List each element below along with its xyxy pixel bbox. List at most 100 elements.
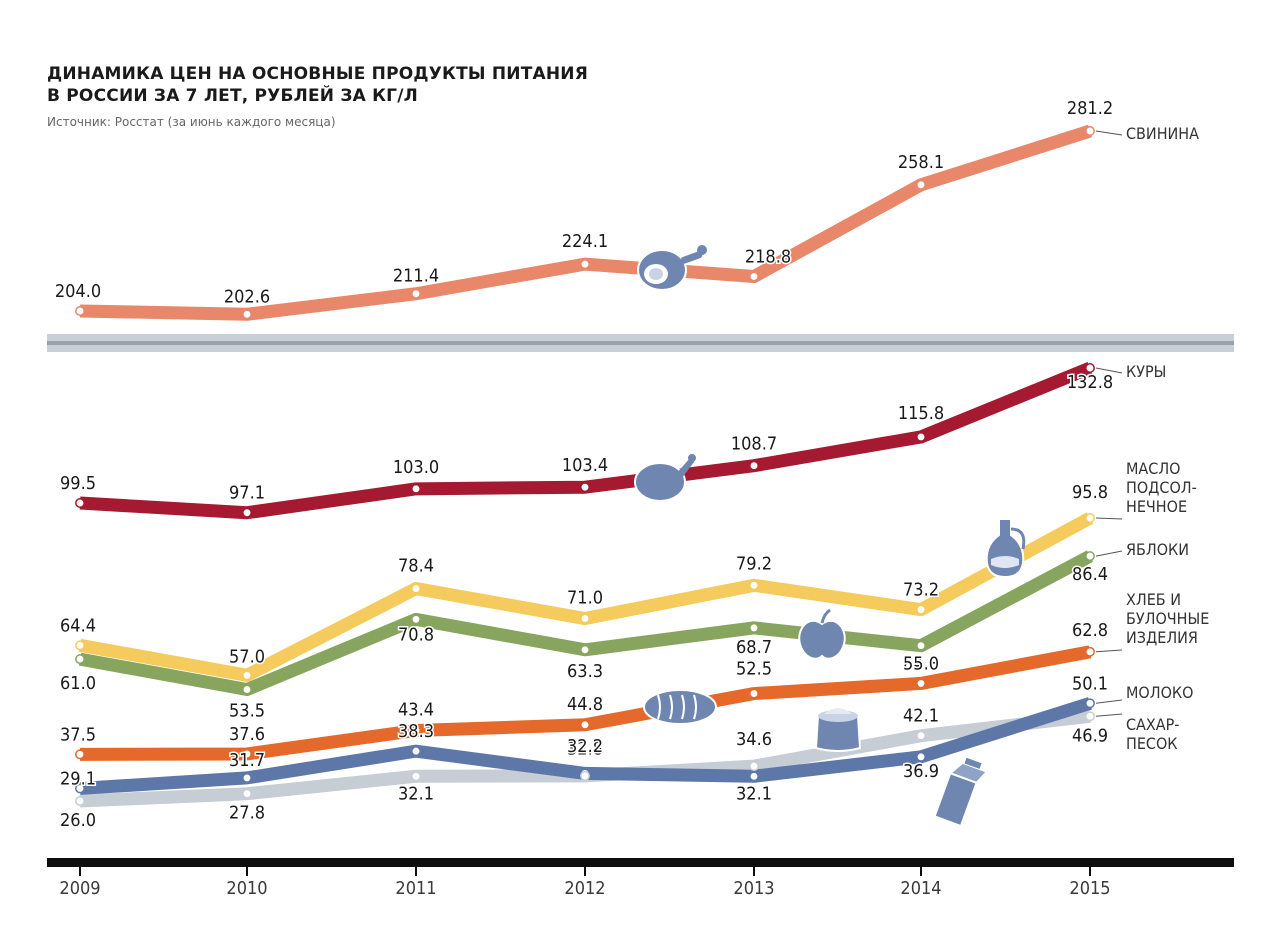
data-label: 27.8 <box>229 803 265 824</box>
legend-leader <box>1095 649 1123 653</box>
data-label: 37.5 <box>60 724 96 745</box>
data-label: 86.4 <box>1072 564 1108 585</box>
data-point <box>749 622 759 633</box>
data-label: 132.8 <box>1067 372 1113 393</box>
data-point <box>411 288 421 299</box>
data-point <box>75 749 85 760</box>
bread-icon-cut <box>681 694 685 720</box>
series-name-label: МАСЛО ПОДСОЛ-НЕЧНОЕ <box>1126 459 1197 516</box>
data-label: 64.3 <box>903 654 939 675</box>
data-point <box>75 498 85 508</box>
data-point <box>242 772 252 783</box>
data-label: 281.2 <box>1067 98 1113 119</box>
ham-icon-meat <box>649 268 663 280</box>
data-label: 53.5 <box>229 701 265 722</box>
sugar-sack-icon-body <box>814 715 862 752</box>
data-point <box>1085 551 1095 562</box>
milk-carton-icon-seal <box>964 757 982 769</box>
apple-icon-body <box>798 619 846 660</box>
data-label: 44.8 <box>567 694 603 715</box>
data-label: 26.0 <box>60 810 96 831</box>
oil-bottle-icon-handle <box>1010 527 1026 550</box>
series-name-label: ХЛЕБ И БУЛОЧНЫЕ ИЗДЕЛИЯ <box>1126 590 1209 647</box>
data-point <box>75 306 85 316</box>
chicken-icon-body <box>634 462 686 502</box>
data-label: 68.7 <box>736 637 772 658</box>
data-point <box>411 483 421 494</box>
data-point <box>242 788 252 799</box>
data-label: 52.5 <box>736 659 772 680</box>
data-label: 108.7 <box>731 434 777 455</box>
data-point <box>1085 363 1095 373</box>
chicken-icon-leg <box>676 458 694 478</box>
x-tick-label: 2011 <box>395 878 436 899</box>
x-tick-label: 2010 <box>226 878 267 899</box>
data-point <box>1085 513 1095 523</box>
data-label: 57.0 <box>229 646 265 667</box>
data-point <box>580 482 590 493</box>
legend-leader <box>1095 367 1123 374</box>
data-point <box>75 640 85 651</box>
data-label: 63.3 <box>567 661 603 682</box>
chicken-icon <box>634 454 696 502</box>
data-point <box>411 614 421 625</box>
data-label: 95.8 <box>1072 482 1108 503</box>
bread-icon-loaf <box>643 689 717 725</box>
bread-icon-cut <box>669 694 673 720</box>
data-label: 211.4 <box>393 266 439 287</box>
data-point <box>75 796 85 806</box>
ham-icon-knob <box>697 245 707 255</box>
data-label: 218.8 <box>745 246 791 267</box>
data-label: 70.8 <box>398 624 434 645</box>
series-name-label: МОЛОКО <box>1126 683 1193 702</box>
data-point <box>749 271 759 282</box>
data-point <box>242 749 252 759</box>
apple-icon-stem <box>820 608 831 624</box>
data-point <box>580 770 590 781</box>
series-name-label: ЯБЛОКИ <box>1126 540 1189 559</box>
data-label: 42.1 <box>903 706 939 727</box>
data-point <box>1085 646 1095 657</box>
data-label: 78.4 <box>398 556 434 577</box>
bread-icon-cut <box>693 694 697 720</box>
data-label: 32.2 <box>567 736 603 757</box>
x-axis-line <box>47 858 1234 867</box>
data-label: 31.7 <box>229 750 265 771</box>
data-label: 38.3 <box>398 721 434 742</box>
data-label: 99.5 <box>60 473 96 494</box>
oil-bottle-icon-body <box>985 518 1025 579</box>
legend-leader <box>1095 130 1123 136</box>
chart-subtitle: В РОССИИ ЗА 7 ЛЕТ, РУБЛЕЙ ЗА КГ/Л <box>47 86 418 106</box>
legend-leader <box>1095 699 1123 704</box>
ham-icon-bone <box>680 251 703 264</box>
data-label: 103.4 <box>562 455 608 476</box>
data-label: 62.8 <box>1072 620 1108 641</box>
milk-carton-icon-top <box>948 761 989 784</box>
data-label: 37.6 <box>229 724 265 745</box>
data-point <box>916 640 926 651</box>
data-point <box>411 771 421 782</box>
data-point <box>580 719 590 730</box>
data-label: 224.1 <box>562 231 608 252</box>
data-label: 73.2 <box>903 580 939 601</box>
data-label: 32.1 <box>398 783 434 804</box>
data-point <box>411 583 421 594</box>
data-label: 71.0 <box>567 588 603 609</box>
data-point <box>75 783 85 794</box>
data-label: 202.6 <box>224 286 270 307</box>
data-label: 204.0 <box>55 281 101 302</box>
panel-divider-line <box>47 341 1234 345</box>
data-label: 64.4 <box>60 615 96 636</box>
data-point <box>580 613 590 624</box>
data-point <box>749 580 759 591</box>
data-point <box>749 761 759 772</box>
data-point <box>1085 126 1095 136</box>
x-tick-label: 2013 <box>733 878 774 899</box>
x-tick-label: 2012 <box>564 878 605 899</box>
apple-icon <box>798 608 846 660</box>
data-label: 36.9 <box>903 761 939 782</box>
data-label: 258.1 <box>898 152 944 173</box>
sugar-sack-icon <box>814 708 862 752</box>
data-point <box>75 654 85 665</box>
ham-icon <box>637 245 707 291</box>
